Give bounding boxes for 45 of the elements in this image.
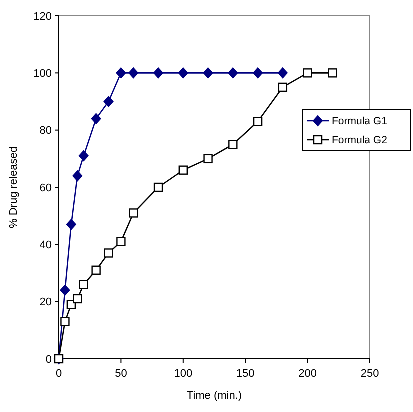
y-axis-title: % Drug released	[8, 146, 20, 228]
point	[203, 68, 214, 79]
point	[92, 266, 101, 275]
y-tick-label: 60	[40, 182, 52, 194]
point	[104, 248, 114, 258]
point	[253, 117, 263, 126]
x-tick-label: 0	[56, 368, 62, 380]
point	[60, 284, 70, 296]
point	[154, 68, 164, 79]
point	[228, 68, 238, 79]
x-tick-label: 250	[360, 368, 380, 380]
y-tick-label: 120	[34, 10, 52, 23]
point	[278, 68, 288, 79]
point	[253, 68, 264, 79]
point	[116, 68, 126, 79]
x-tick-label: 150	[236, 368, 255, 380]
y-tick-label: 20	[40, 296, 52, 309]
x-tick-label: 200	[298, 368, 317, 380]
point	[73, 294, 82, 304]
point	[104, 96, 114, 108]
point	[72, 170, 83, 182]
x-tick-label: 100	[174, 368, 193, 380]
point	[129, 208, 138, 218]
point	[79, 280, 88, 290]
y-tick-label: 100	[34, 68, 52, 80]
x-axis-title: Time (min.)	[186, 390, 242, 402]
legend-label: Formula G1	[332, 116, 388, 128]
point	[278, 82, 288, 92]
point	[204, 154, 213, 164]
point	[91, 113, 102, 124]
point	[66, 219, 76, 230]
point	[60, 317, 70, 326]
point	[178, 166, 188, 175]
point	[178, 68, 188, 79]
point	[116, 237, 126, 246]
point	[128, 68, 139, 79]
y-tick-label: 80	[40, 125, 52, 138]
y-tick-label: 40	[40, 240, 52, 252]
x-tick-label: 50	[115, 368, 128, 380]
point	[154, 182, 164, 192]
point	[228, 140, 238, 150]
legend-label: Formula G2	[332, 134, 388, 147]
point	[303, 68, 312, 78]
y-tick-label: 0	[46, 354, 52, 366]
point	[78, 150, 89, 162]
